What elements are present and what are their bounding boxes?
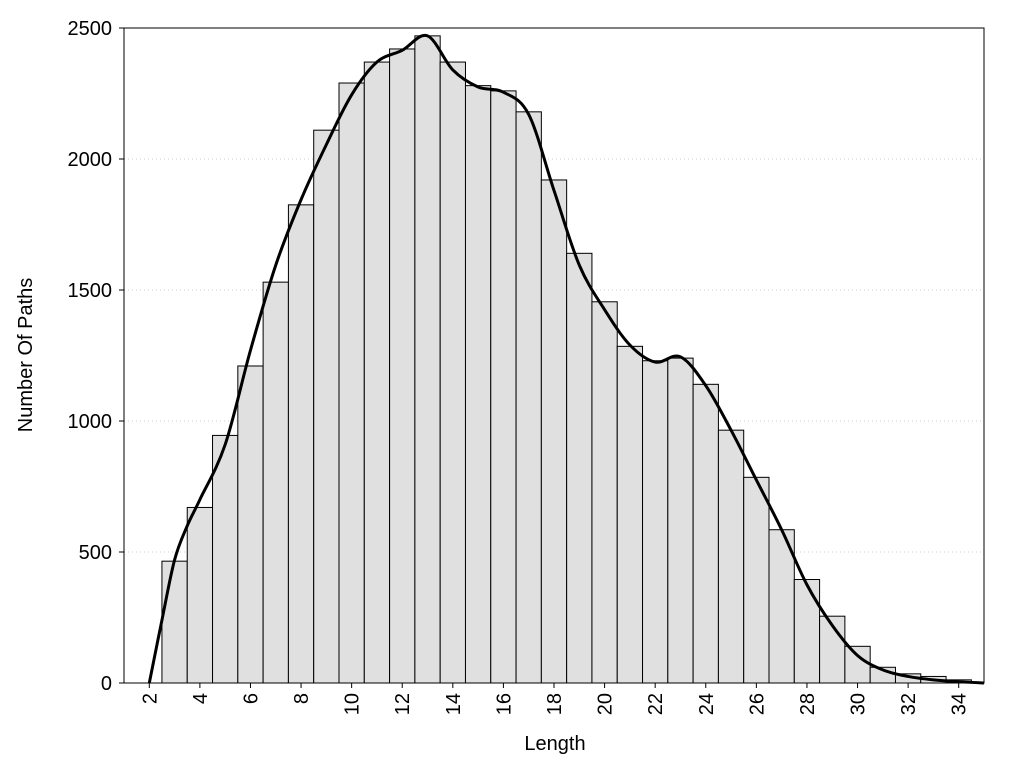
bar (515, 111, 542, 684)
y-tick-label: 2500 (68, 18, 113, 40)
bar (414, 35, 441, 684)
x-tick-label: 22 (645, 693, 667, 715)
plot-frame (123, 27, 985, 684)
y-axis-label: Number Of Paths (15, 278, 37, 433)
density-curve (147, 33, 985, 685)
bar (692, 383, 719, 684)
bar (616, 345, 644, 684)
bar (389, 48, 416, 684)
bar (540, 179, 568, 684)
x-tick-label: 4 (190, 693, 212, 704)
x-tick-label: 26 (746, 693, 768, 715)
bar (262, 281, 289, 684)
x-tick-label: 14 (443, 693, 465, 715)
bar (287, 204, 315, 684)
x-tick-label: 28 (797, 693, 819, 715)
y-tick-label: 2000 (68, 149, 113, 171)
bar (439, 61, 466, 684)
y-tick-label: 1500 (68, 280, 113, 302)
bar (844, 645, 871, 684)
bar (566, 252, 593, 684)
bar (642, 360, 669, 684)
x-tick-label: 12 (392, 693, 414, 715)
bar (186, 506, 214, 684)
x-tick-label: 10 (342, 693, 364, 715)
y-tick-label: 1000 (68, 411, 113, 433)
x-tick-label: 24 (696, 693, 718, 715)
y-tick-label: 500 (79, 542, 112, 564)
bar (161, 560, 188, 684)
x-tick-label: 32 (898, 693, 920, 715)
x-tick-label: 34 (949, 693, 971, 715)
bar (363, 61, 391, 684)
x-tick-label: 6 (240, 693, 262, 704)
bar (338, 82, 365, 684)
bar (313, 129, 340, 684)
y-tick-label: 0 (101, 673, 112, 695)
bar (490, 90, 517, 684)
x-axis-label: Length (524, 733, 585, 755)
bar (667, 357, 694, 684)
x-tick-label: 18 (544, 693, 566, 715)
bar (591, 301, 618, 684)
x-tick-label: 16 (493, 693, 515, 715)
x-tick-label: 8 (291, 693, 313, 704)
x-tick-label: 20 (595, 693, 617, 715)
x-tick-label: 30 (848, 693, 870, 715)
bar (793, 579, 821, 684)
bar (717, 429, 745, 684)
bar (464, 85, 492, 684)
bar (743, 476, 770, 684)
x-tick-label: 2 (139, 693, 161, 704)
bar (237, 365, 264, 684)
bar (212, 434, 239, 684)
